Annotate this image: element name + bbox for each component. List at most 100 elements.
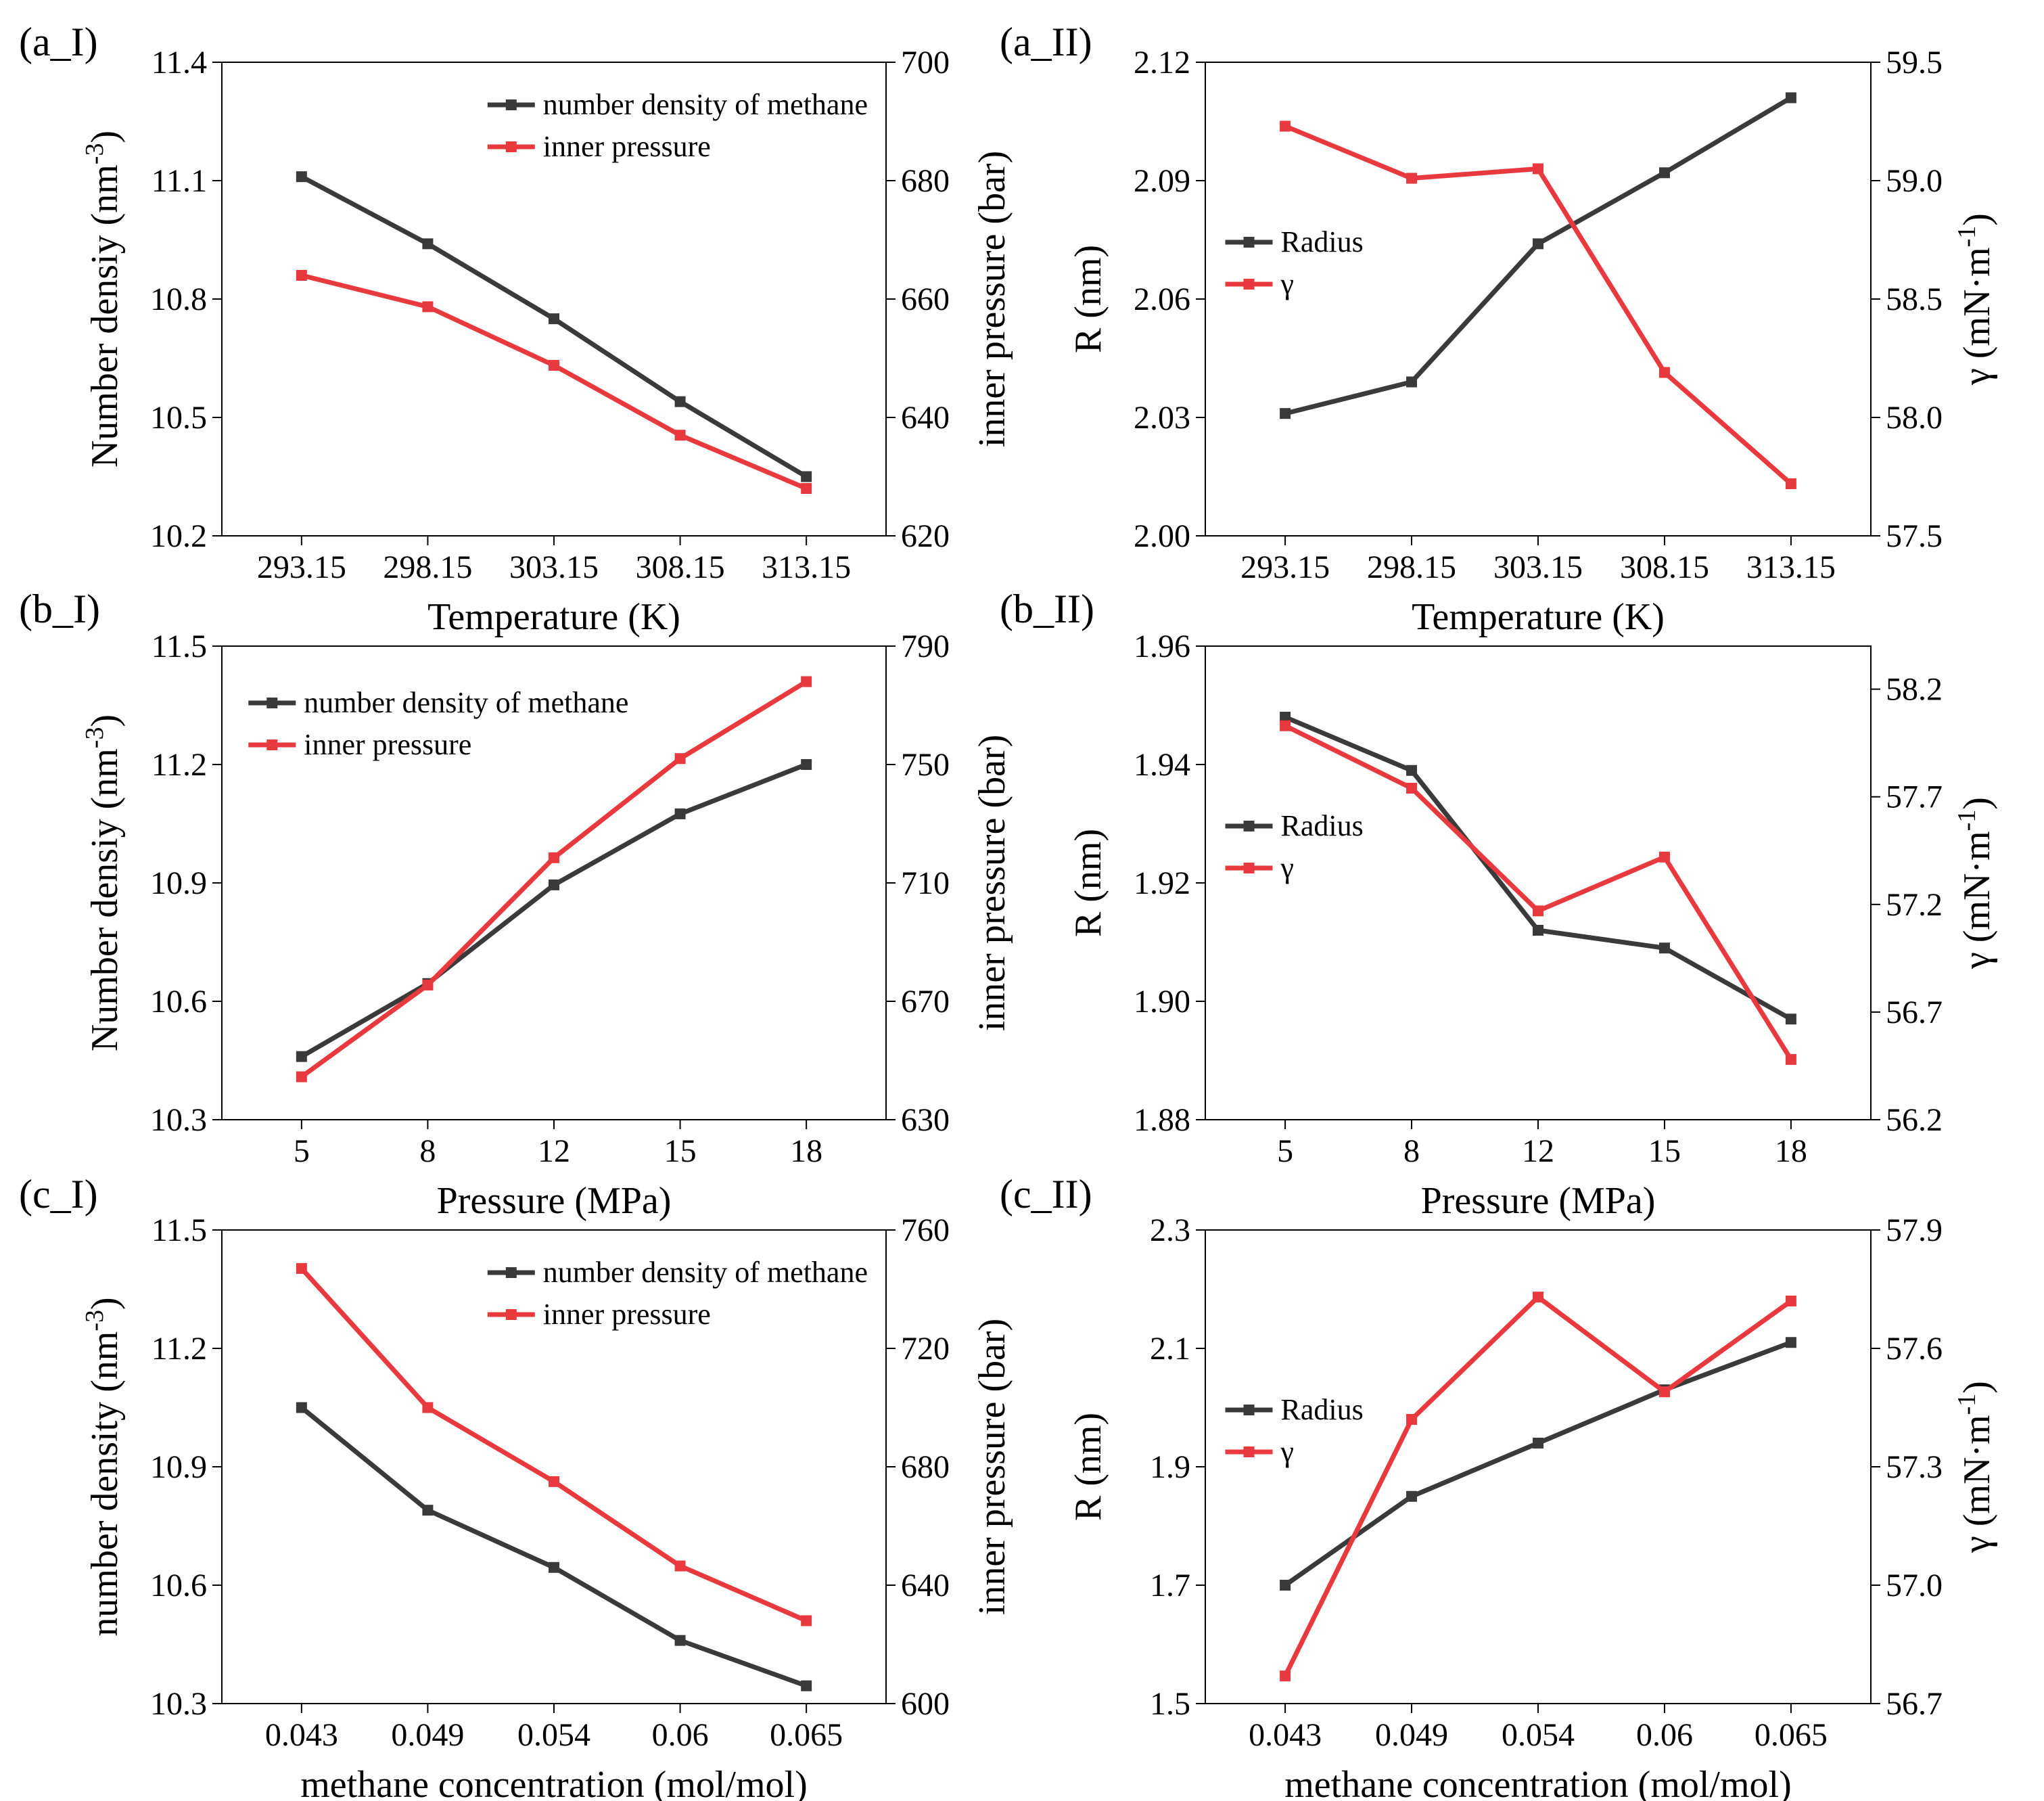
data-point xyxy=(422,301,434,313)
x-tick-label: 0.049 xyxy=(391,1717,464,1753)
data-point xyxy=(801,483,812,494)
right-tick-label: 57.0 xyxy=(1886,1568,1943,1603)
left-tick-label: 2.00 xyxy=(1134,518,1190,554)
plot-frame xyxy=(1205,645,1872,1120)
data-point xyxy=(549,1476,559,1487)
series-line xyxy=(1284,124,1793,486)
left-axis-label-sup: -3 xyxy=(80,727,109,749)
data-point xyxy=(422,1402,434,1413)
data-point xyxy=(674,808,686,819)
x-tick-label: 15 xyxy=(1648,1133,1681,1169)
data-point xyxy=(296,1051,307,1062)
right-tick-label: 59.5 xyxy=(1886,45,1943,81)
x-tick-label: 5 xyxy=(294,1133,310,1169)
panel-label: (c_II) xyxy=(1000,1172,1092,1216)
data-point xyxy=(1785,1053,1796,1065)
x-tick-label: 313.15 xyxy=(1746,549,1836,585)
left-axis-label: Number densiy (nm-3) xyxy=(80,714,126,1051)
left-axis-label: Number densiy (nm-3) xyxy=(80,131,126,468)
legend-swatch-marker xyxy=(1243,821,1255,831)
data-point xyxy=(674,396,686,407)
x-tick-label: 308.15 xyxy=(1620,549,1709,585)
right-tick-label: 630 xyxy=(901,1102,950,1138)
data-point xyxy=(1406,376,1418,388)
left-tick-label: 1.96 xyxy=(1134,629,1190,664)
left-tick-label: 10.5 xyxy=(150,400,207,436)
right-tick-label: 600 xyxy=(901,1686,950,1722)
left-tick-label: 11.2 xyxy=(152,747,207,783)
left-tick-label: 10.6 xyxy=(150,1568,207,1603)
data-point xyxy=(1658,1386,1670,1398)
legend-entry: inner pressure xyxy=(543,1298,711,1331)
data-point xyxy=(422,1505,434,1516)
data-point xyxy=(549,852,559,863)
data-point xyxy=(1406,173,1418,184)
x-tick-label: 298.15 xyxy=(383,549,472,585)
right-tick-label: 660 xyxy=(901,281,950,317)
panel-label: (b_I) xyxy=(19,587,100,631)
x-tick-label: 0.065 xyxy=(1755,1717,1828,1753)
left-axis-label-close: ) xyxy=(84,714,126,727)
right-axis-label-sup: -1 xyxy=(1953,810,1981,831)
left-tick-label: 11.4 xyxy=(152,45,207,81)
right-tick-label: 670 xyxy=(901,984,950,1020)
data-point xyxy=(296,1402,307,1413)
panel-label: (a_II) xyxy=(1000,20,1092,64)
data-point xyxy=(1533,163,1543,175)
left-axis-label: R (nm) xyxy=(1067,245,1109,353)
right-axis-label: γ (mN·m-1) xyxy=(1953,797,1998,970)
right-tick-label: 57.6 xyxy=(1886,1331,1943,1367)
legend-entry: inner pressure xyxy=(543,130,711,163)
legend-swatch-marker xyxy=(505,99,517,110)
legend-swatch-marker xyxy=(1243,863,1255,873)
data-point xyxy=(1280,720,1291,731)
x-tick-label: 12 xyxy=(1522,1133,1554,1169)
data-point xyxy=(1406,765,1418,776)
x-axis-label: Temperature (K) xyxy=(1412,596,1665,638)
right-axis-label: inner pressure (bar) xyxy=(971,735,1013,1031)
data-point xyxy=(1533,1292,1543,1303)
x-tick-label: 0.054 xyxy=(1502,1717,1575,1753)
x-tick-label: 8 xyxy=(1403,1133,1420,1169)
legend-entry: number density of methane xyxy=(543,88,868,121)
data-point xyxy=(1785,1296,1796,1306)
data-point xyxy=(1658,942,1670,954)
right-tick-label: 58.2 xyxy=(1886,672,1943,708)
legend-entry: number density of methane xyxy=(543,1256,868,1289)
data-point xyxy=(1406,1490,1418,1502)
right-tick-label: 710 xyxy=(901,865,950,901)
series-line xyxy=(300,1405,808,1689)
data-point xyxy=(1280,712,1291,723)
left-tick-label: 11.2 xyxy=(152,1331,207,1367)
x-axis-label: Temperature (K) xyxy=(427,596,680,638)
right-tick-label: 640 xyxy=(901,1568,950,1603)
x-axis-label: Pressure (MPa) xyxy=(1421,1180,1656,1222)
right-tick-label: 620 xyxy=(901,518,950,554)
right-tick-label: 720 xyxy=(901,1331,950,1367)
data-point xyxy=(1658,167,1670,179)
data-point xyxy=(801,676,812,687)
data-point xyxy=(1658,851,1670,863)
legend-entry: Radius xyxy=(1281,225,1364,258)
data-point xyxy=(1533,925,1543,936)
x-tick-label: 293.15 xyxy=(257,549,346,585)
right-tick-label: 58.0 xyxy=(1886,400,1943,436)
right-axis-label-sup: -1 xyxy=(1953,1394,1981,1415)
series-line xyxy=(300,762,808,1059)
x-tick-label: 298.15 xyxy=(1367,549,1456,585)
legend-entry: Radius xyxy=(1281,1393,1364,1426)
left-tick-label: 10.8 xyxy=(150,281,207,317)
left-tick-label: 1.9 xyxy=(1150,1449,1190,1485)
x-tick-label: 0.054 xyxy=(517,1717,590,1753)
legend-entry: γ xyxy=(1280,1435,1294,1468)
left-tick-label: 10.3 xyxy=(150,1686,207,1722)
left-tick-label: 1.90 xyxy=(1134,984,1190,1020)
data-point xyxy=(801,1615,812,1626)
chart-panel: (b_II) 5 8 12 15 18 Pressure (MPa) 1.88 1.90 1.92… xyxy=(1000,587,1998,1222)
data-point xyxy=(296,270,307,281)
x-tick-label: 0.06 xyxy=(652,1717,709,1753)
data-point xyxy=(296,1071,307,1082)
series-line xyxy=(1282,1294,1792,1677)
left-tick-label: 10.9 xyxy=(150,865,207,901)
